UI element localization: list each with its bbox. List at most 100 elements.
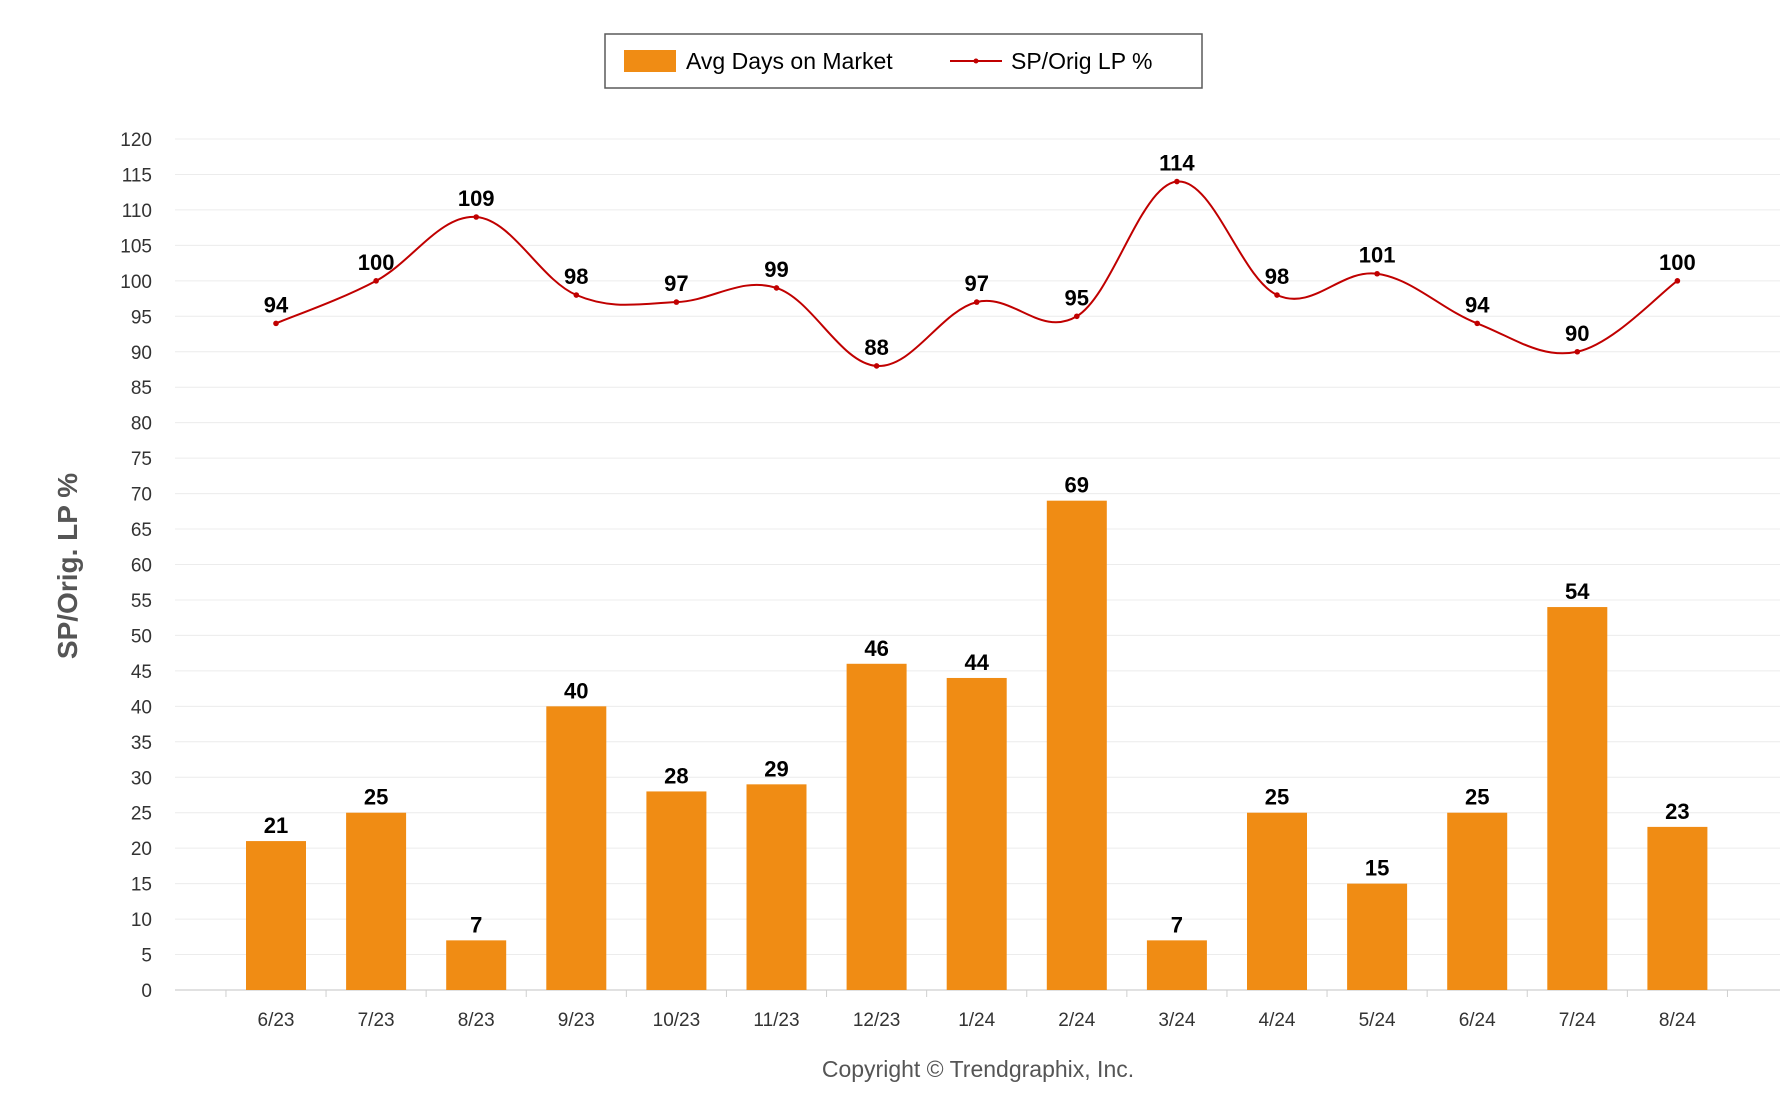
bar: [1247, 812, 1307, 990]
line-value-label: 90: [1565, 321, 1589, 346]
line-value-label: 88: [864, 335, 888, 360]
y-tick-label: 90: [131, 343, 152, 364]
line-value-label: 97: [964, 271, 988, 296]
bar-value-label: 7: [1171, 912, 1183, 937]
bar-value-label: 28: [664, 763, 688, 788]
line-value-label: 100: [1659, 250, 1696, 275]
x-tick-label: 3/24: [1158, 1010, 1195, 1031]
x-tick-label: 8/23: [458, 1010, 495, 1031]
y-tick-label: 60: [131, 556, 152, 577]
y-tick-label: 85: [131, 378, 152, 399]
line-point: [1074, 313, 1080, 320]
y-tick-label: 45: [131, 662, 152, 683]
line-value-label: 94: [1465, 292, 1490, 317]
bar-value-label: 25: [364, 785, 388, 810]
legend-bar-label: Avg Days on Market: [686, 48, 893, 74]
x-tick-label: 6/23: [258, 1010, 295, 1031]
bar: [1347, 883, 1408, 990]
bar-value-label: 15: [1365, 856, 1389, 881]
legend-box: [604, 33, 1203, 89]
line-point: [973, 299, 980, 305]
y-tick-label: 110: [122, 201, 152, 222]
sp-orig-lp-line: [275, 180, 1678, 367]
line-value-label: 101: [1359, 243, 1396, 268]
y-tick-label: 70: [131, 485, 152, 506]
bar: [346, 812, 407, 990]
bar: [1447, 812, 1508, 990]
bar-value-label: 69: [1065, 473, 1089, 498]
line-value-label: 95: [1065, 285, 1089, 310]
line-point: [1574, 348, 1581, 355]
y-tick-label: 105: [120, 236, 152, 257]
x-tick-label: 6/24: [1459, 1010, 1496, 1031]
line-point: [1674, 278, 1681, 284]
line-value-label: 98: [1265, 264, 1289, 289]
y-tick-label: 10: [131, 910, 152, 931]
x-tick-label: 12/23: [853, 1010, 901, 1031]
line-point: [673, 299, 680, 305]
x-tick-label: 10/23: [653, 1010, 701, 1031]
bar: [446, 940, 507, 990]
x-tick-label: 5/24: [1359, 1010, 1396, 1031]
line-series: [273, 178, 1681, 369]
line-point: [373, 278, 379, 284]
x-tick-label: 7/23: [358, 1010, 395, 1031]
x-tick-label: 8/24: [1659, 1010, 1696, 1031]
bar-value-label: 7: [470, 912, 482, 937]
bar-value-label: 44: [964, 650, 989, 675]
y-tick-label: 40: [131, 697, 152, 718]
bar: [1647, 826, 1708, 990]
bar: [1146, 940, 1207, 990]
legend-bar-swatch: [624, 50, 676, 72]
y-tick-label: 15: [131, 875, 152, 896]
bar: [746, 784, 807, 990]
bar: [846, 663, 907, 990]
x-tick-label: 1/24: [958, 1010, 995, 1031]
x-tick-label: 7/24: [1559, 1010, 1596, 1031]
x-tick-label: 9/23: [558, 1010, 595, 1031]
legend-line-marker: [973, 58, 979, 64]
line-point: [1474, 320, 1480, 327]
y-tick-label: 5: [141, 946, 152, 967]
bar: [246, 841, 306, 990]
bar: [546, 706, 607, 990]
y-tick-label: 30: [131, 768, 152, 789]
y-tick-label: 25: [131, 804, 152, 825]
line-point: [1374, 270, 1380, 277]
line-value-label: 100: [358, 250, 395, 275]
x-tick-label: 4/24: [1259, 1010, 1296, 1031]
copyright: Copyright © Trendgraphix, Inc.: [822, 1056, 1134, 1082]
y-tick-label: 75: [131, 449, 152, 470]
bar-value-label: 29: [764, 756, 788, 781]
bar-value-label: 25: [1465, 785, 1489, 810]
y-tick-label: 50: [131, 626, 152, 647]
bar-value-label: 46: [864, 636, 888, 661]
bar: [1547, 607, 1608, 990]
line-value-label: 114: [1159, 151, 1195, 176]
legend-line-label: SP/Orig LP %: [1011, 48, 1152, 74]
bar-value-label: 23: [1665, 799, 1689, 824]
bar: [946, 677, 1007, 990]
bar-value-label: 54: [1565, 579, 1590, 604]
y-axis-title: SP/Orig. LP %: [52, 473, 83, 659]
line-point: [773, 285, 780, 291]
line-data-labels: 94 100 109 98 97 99 88 97 95 114 98 101 94 90 100: [264, 151, 1696, 360]
y-tick-label: 115: [122, 165, 152, 186]
legend: Avg Days on Market SP/Orig LP %: [604, 33, 1203, 89]
y-tick-label: 100: [120, 272, 152, 293]
line-point: [873, 363, 880, 369]
line-value-label: 98: [564, 264, 588, 289]
y-tick-label: 20: [131, 839, 152, 860]
bar-value-label: 25: [1265, 785, 1289, 810]
bar-value-label: 40: [564, 678, 588, 703]
bar: [646, 791, 707, 990]
bar-value-label: 21: [264, 813, 288, 838]
line-point: [273, 320, 279, 327]
bar-series: [246, 500, 1708, 990]
y-tick-label: 35: [131, 733, 152, 754]
line-value-label: 99: [764, 257, 788, 282]
x-axis: 6/23 7/23 8/23 9/23 10/23 11/23 12/23 1/24 2/24 3…: [175, 989, 1780, 1031]
bar: [1046, 500, 1107, 990]
y-tick-label: 95: [131, 307, 152, 328]
line-value-label: 97: [664, 271, 688, 296]
